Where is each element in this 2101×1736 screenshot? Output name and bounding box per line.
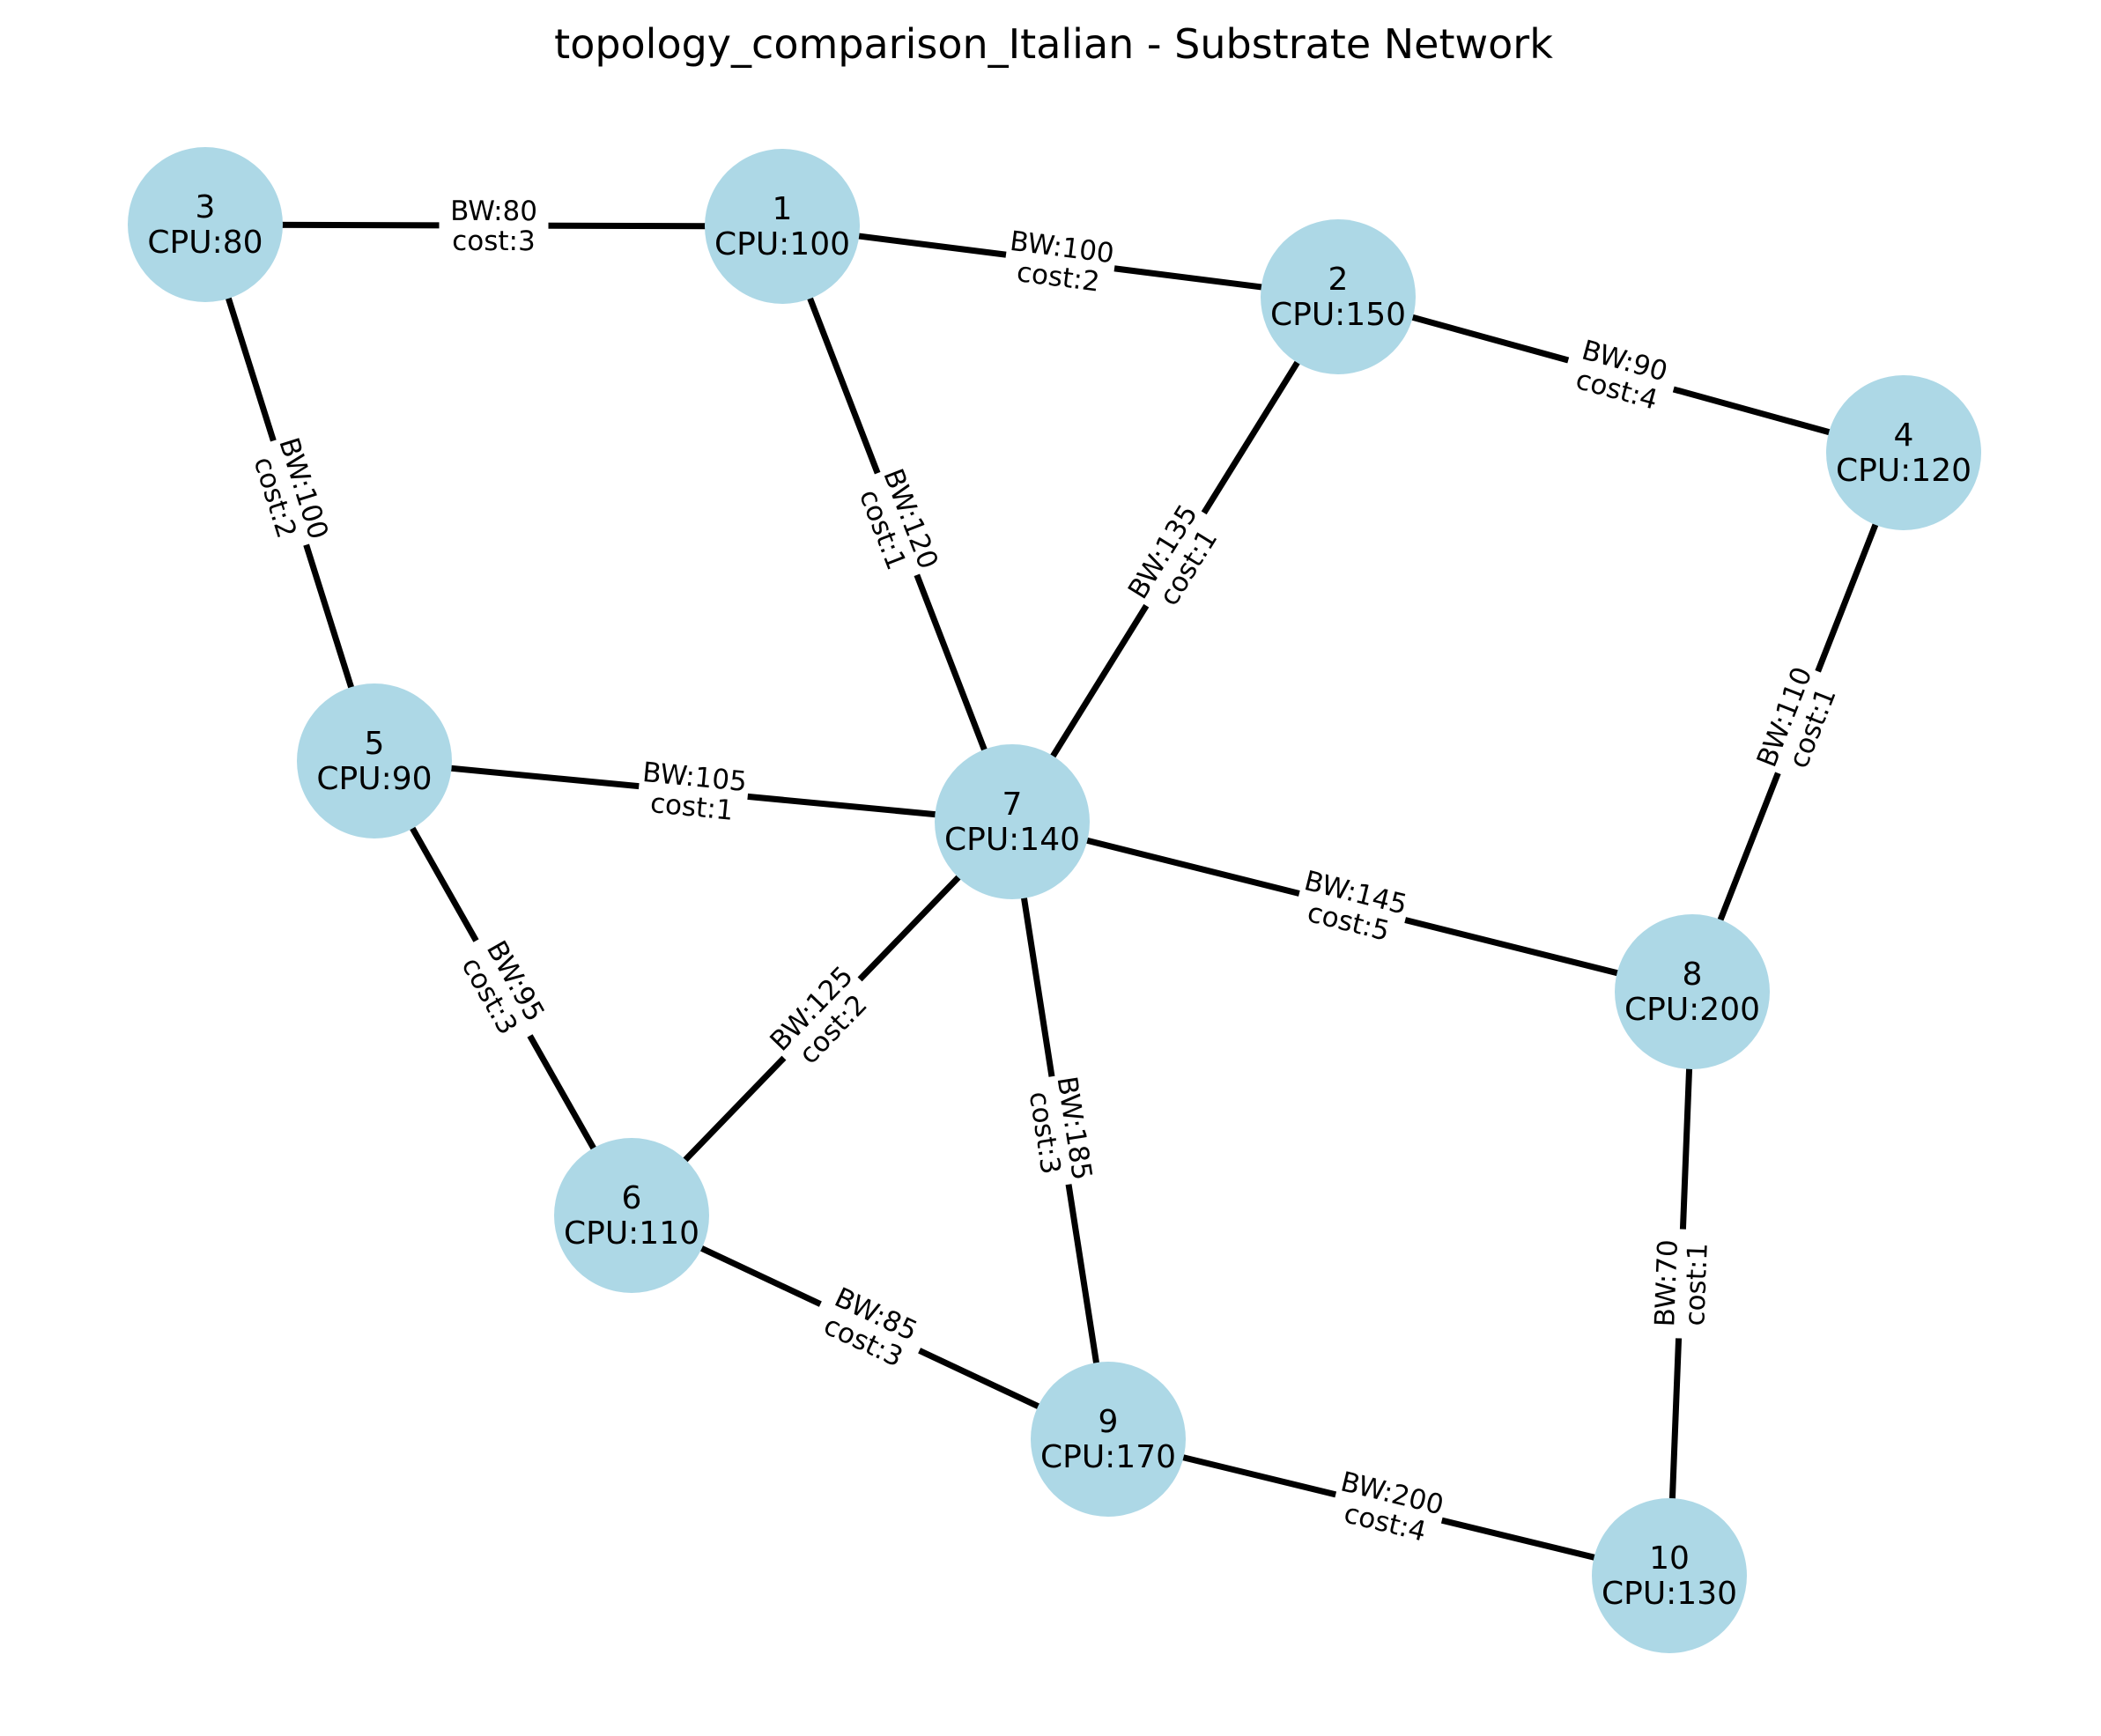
edge-label-background [241,430,338,556]
diagram-title: topology_comparison_Italian - Substrate … [554,20,1553,68]
node-cpu-label: CPU:200 [1624,992,1760,1028]
node-circle [1031,1362,1186,1517]
node-circle [1592,1498,1747,1653]
edge-label-background [1328,1461,1450,1554]
node-circle [128,147,283,302]
node-cpu-label: CPU:130 [1602,1576,1737,1612]
node-id-label: 8 [1683,957,1703,993]
edge-cost-label: cost:1 [1679,1242,1714,1326]
edge-label-background [439,191,549,260]
edge-label-background [846,461,949,587]
node-cpu-label: CPU:90 [316,761,432,797]
edge-cost-label: cost:3 [452,225,536,257]
edge-label-background [1645,1228,1717,1340]
edge-label-background [1291,861,1414,953]
edge-label-background [759,956,884,1082]
node-id-label: 6 [622,1180,642,1216]
node-id-label: 7 [1002,787,1023,823]
node-cpu-label: CPU:100 [714,226,850,262]
edge-label-background [1559,328,1683,422]
node-cpu-label: CPU:110 [564,1215,699,1252]
edge-label-background [1118,495,1232,624]
node-id-label: 2 [1328,262,1349,298]
edge-bandwidth-label: BW:80 [450,196,537,227]
edge-label-background [1002,221,1119,302]
node-circle [1615,914,1770,1069]
node-circle [297,683,452,838]
node-id-label: 5 [365,726,385,762]
node-circle [554,1138,709,1293]
node-circle [1261,219,1416,374]
node-id-label: 1 [773,191,793,227]
node-cpu-label: CPU:120 [1836,453,1972,489]
edge-label-background [447,924,559,1053]
edge-label-background [1746,659,1850,786]
edge-label-background [1018,1071,1102,1190]
node-circle [705,149,860,304]
node-id-label: 9 [1099,1404,1119,1440]
node-cpu-label: CPU:140 [944,822,1080,858]
node-cpu-label: CPU:80 [147,225,263,261]
edge-bandwidth-label: BW:70 [1649,1239,1684,1327]
edge-cost-label: cost:1 [649,787,735,827]
node-circle [935,744,1090,899]
node-cpu-label: CPU:150 [1270,297,1406,333]
node-cpu-label: CPU:170 [1040,1439,1176,1475]
node-id-label: 3 [196,189,216,225]
nodes-layer: 1CPU:1002CPU:1503CPU:804CPU:1205CPU:906C… [128,147,1981,1653]
node-id-label: 4 [1894,417,1914,454]
edge-label-background [635,752,751,831]
node-id-label: 10 [1649,1540,1690,1577]
node-circle [1826,375,1981,530]
edge-label-background [806,1274,934,1381]
